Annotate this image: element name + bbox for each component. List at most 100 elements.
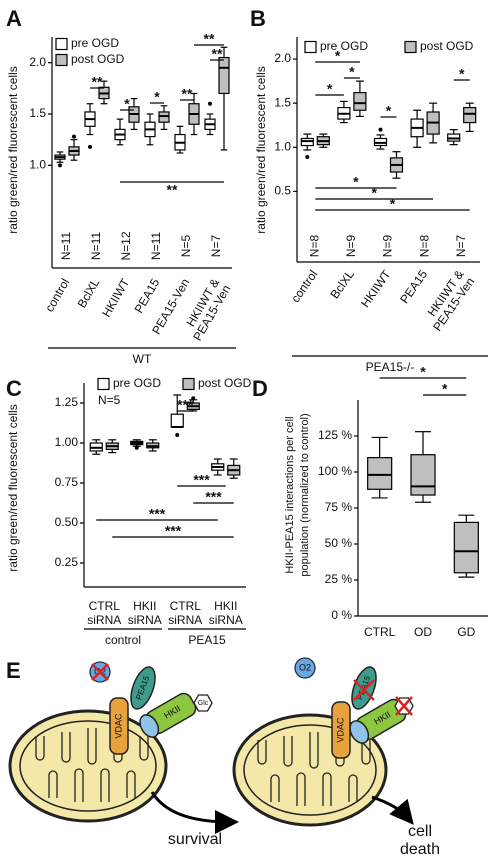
legend-label: post OGD bbox=[420, 39, 474, 53]
outcome-label: survival bbox=[168, 831, 222, 848]
pea15-body bbox=[351, 666, 377, 710]
hkii-cap bbox=[349, 720, 370, 744]
cross bbox=[395, 696, 413, 716]
box bbox=[453, 521, 479, 574]
y-axis-label: ratio green/red fluorescent cells bbox=[6, 404, 20, 571]
oxygen bbox=[294, 657, 316, 679]
y-tick-label: 0 % bbox=[331, 608, 352, 622]
outlier bbox=[72, 134, 76, 139]
cristae bbox=[35, 728, 149, 802]
outcome-label: death bbox=[400, 841, 440, 858]
significance-label: * bbox=[390, 196, 396, 212]
hkii: HKII bbox=[349, 698, 407, 744]
outlier bbox=[191, 396, 196, 401]
significance-label: * bbox=[349, 64, 355, 80]
x-tick-label: CTRL bbox=[364, 625, 396, 639]
y-tick-label: 125 % bbox=[318, 428, 352, 442]
box bbox=[218, 56, 230, 95]
panel-letter: A bbox=[6, 6, 22, 31]
outlier bbox=[305, 155, 310, 159]
cross bbox=[353, 679, 375, 701]
significance-label: * bbox=[420, 364, 426, 380]
outcome-label: cell bbox=[408, 823, 432, 840]
significance-label: ** bbox=[167, 182, 178, 198]
box bbox=[367, 457, 393, 490]
legend-label: pre OGD bbox=[71, 36, 119, 50]
n-label: N=7 bbox=[209, 235, 223, 258]
cristae bbox=[257, 732, 371, 806]
y-tick-label: 0.75 bbox=[55, 475, 79, 489]
legend-label: post OGD bbox=[71, 52, 125, 66]
panel-letter: E bbox=[6, 658, 21, 683]
x-tick-label: siRNA bbox=[209, 613, 243, 627]
n-label: N=11 bbox=[149, 232, 163, 260]
vdac-label: VDAC bbox=[113, 713, 123, 739]
hkii-cap bbox=[139, 714, 160, 738]
outlier bbox=[134, 445, 139, 450]
cross bbox=[91, 663, 109, 681]
y-tick-label: 1.0 bbox=[29, 158, 46, 172]
y-tick-label: 50 % bbox=[325, 536, 353, 550]
group-label: PEA15-/- bbox=[366, 360, 415, 374]
note: N=5 bbox=[98, 393, 121, 407]
significance-label: ** bbox=[204, 31, 215, 47]
n-label: N=9 bbox=[381, 235, 395, 258]
legend-label: post OGD bbox=[198, 376, 252, 390]
x-tick-label: GD bbox=[457, 625, 475, 639]
pea15: PEA15 bbox=[130, 666, 156, 710]
x-tick-label: HKII bbox=[133, 599, 156, 613]
vdac-label: VDAC bbox=[335, 717, 345, 743]
panel-letter: D bbox=[252, 376, 268, 401]
y-axis-label: HKII-PEA15 interactions per cell bbox=[284, 416, 296, 573]
legend-swatch bbox=[55, 53, 68, 67]
x-tick-label: siRNA bbox=[168, 613, 202, 627]
y-tick-label: 2.0 bbox=[274, 51, 291, 65]
legend-label: pre OGD bbox=[113, 376, 161, 390]
significance-label: * bbox=[327, 81, 333, 97]
arrow bbox=[371, 795, 414, 825]
pea15-body bbox=[130, 666, 156, 710]
glucose-label: Glc bbox=[198, 700, 209, 707]
inner-membrane bbox=[19, 720, 157, 812]
box bbox=[410, 454, 436, 496]
box bbox=[463, 106, 477, 124]
x-tick-label: control bbox=[288, 268, 320, 306]
x-tick-label: OD bbox=[414, 625, 432, 639]
significance-label: * bbox=[353, 174, 359, 190]
n-label: N=8 bbox=[417, 235, 431, 258]
significance-label: * bbox=[386, 103, 392, 119]
y-tick-label: 25 % bbox=[325, 572, 353, 586]
outlier bbox=[58, 163, 62, 168]
significance-label: ** bbox=[92, 74, 103, 90]
n-label: N=12 bbox=[119, 231, 133, 260]
x-tick-label: HKIIWT bbox=[358, 267, 394, 310]
outlier bbox=[208, 101, 212, 106]
inner-membrane bbox=[243, 724, 377, 816]
y-tick-label: 1.00 bbox=[55, 435, 79, 449]
y-tick-label: 2.0 bbox=[29, 55, 46, 69]
y-tick-label: 1.5 bbox=[29, 106, 46, 120]
significance-label: *** bbox=[165, 523, 182, 539]
significance-label: * bbox=[124, 96, 130, 112]
group-label: PEA15 bbox=[188, 633, 226, 647]
y-tick-label: 100 % bbox=[318, 464, 352, 478]
box bbox=[158, 111, 170, 123]
x-tick-label: BclXL bbox=[328, 267, 358, 301]
outlier bbox=[175, 433, 180, 437]
legend-swatch bbox=[182, 377, 195, 391]
panel-letter: B bbox=[250, 6, 266, 31]
legend-swatch bbox=[97, 377, 110, 391]
x-tick-label: HKII bbox=[214, 599, 237, 613]
y-tick-label: 0.50 bbox=[55, 515, 79, 529]
panel-letter: C bbox=[6, 376, 22, 401]
legend-swatch bbox=[55, 37, 68, 51]
y-tick-label: 1.25 bbox=[55, 395, 79, 409]
x-tick-label: CTRL bbox=[89, 599, 121, 613]
significance-label: * bbox=[442, 381, 448, 397]
glucose bbox=[193, 694, 213, 712]
oxygen-label: O2 bbox=[299, 662, 311, 672]
significance-label: * bbox=[371, 185, 377, 201]
n-label: N=9 bbox=[344, 235, 358, 258]
y-axis-label: ratio green/red fluorescent cells bbox=[6, 66, 20, 233]
